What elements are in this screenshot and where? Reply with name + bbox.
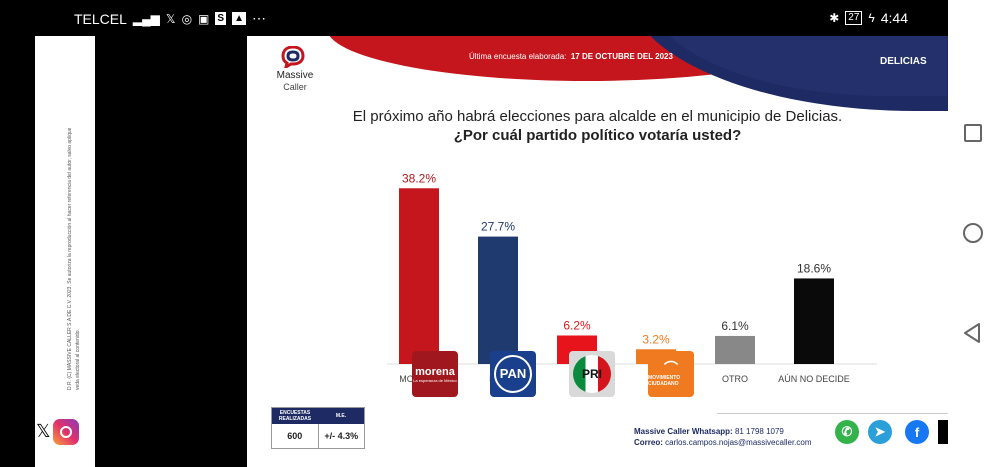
margin-value: +/- 4.3%: [324, 431, 359, 441]
back-button[interactable]: [961, 322, 983, 344]
data-label: 6.1%: [721, 319, 749, 333]
mc-bird-icon: ⌒: [664, 360, 678, 376]
image-app-icon: ▲: [232, 12, 246, 25]
whatsapp-line: Massive Caller Whatsapp: 81 1798 1079: [634, 426, 812, 437]
header-date-line: Última encuesta elaborada: 17 DE OCTUBRE…: [469, 52, 673, 61]
contact-info: Massive Caller Whatsapp: 81 1798 1079 Co…: [634, 426, 812, 448]
left-panel: [35, 36, 95, 467]
data-label: 6.2%: [563, 318, 591, 332]
data-label: 3.2%: [642, 332, 670, 346]
bar-a-n-no-decide: [794, 278, 834, 364]
morena-logo-text: morena: [415, 365, 455, 378]
question-line-2: ¿Por cuál partido político votaría usted…: [453, 127, 742, 144]
data-label: 27.7%: [481, 220, 515, 234]
home-button[interactable]: [963, 223, 983, 243]
signal-icon: ▂▄▆: [132, 11, 160, 26]
category-label: AÚN NO DECIDE: [778, 374, 850, 384]
recent-apps-button[interactable]: [964, 124, 982, 142]
pan-logo: PAN: [490, 351, 536, 397]
location-label: DELICIAS: [880, 56, 927, 67]
logo-chat-icon: [281, 46, 305, 68]
logo-text-massive: Massive: [276, 70, 314, 81]
left-black-band: [95, 36, 247, 467]
copyright-text: D.R. (C) MASSIVE CALLER S.A DE C.V. 2023…: [67, 127, 81, 390]
mc-logo-text: MOVIMIENTO CIUDADANO: [648, 375, 681, 387]
whatsapp-label: Massive Caller Whatsapp:: [634, 427, 733, 436]
instagram-icon: ◎: [181, 11, 193, 26]
clock: 4:44: [880, 10, 908, 26]
whatsapp-icon[interactable]: ✆: [835, 420, 859, 444]
mc-logo: ⌒ MOVIMIENTO CIUDADANO: [648, 351, 694, 397]
telegram-icon[interactable]: ➤: [868, 420, 892, 444]
android-nav-bar: [948, 0, 1000, 467]
charging-icon: ϟ: [868, 11, 875, 25]
email-line: Correo: carlos.campos.nojas@massivecalle…: [634, 437, 812, 448]
surveys-value: 600: [272, 424, 319, 448]
infographic-slide: Última encuesta elaborada: 17 DE OCTUBRE…: [247, 36, 948, 467]
left-edge: [0, 36, 35, 467]
party-logos-row: morena La esperanza de México PAN PRI ⌒ …: [247, 351, 948, 399]
carrier-label: TELCEL: [74, 10, 127, 27]
status-right: ✱ 27 ϟ 4:44: [829, 10, 908, 26]
x-partial-icon[interactable]: 𝕏: [36, 421, 51, 441]
copyright-notice: D.R. (C) MASSIVE CALLER S.A DE C.V. 2023…: [42, 120, 92, 400]
data-label: 38.2%: [402, 171, 436, 185]
bluetooth-icon: ✱: [829, 11, 840, 25]
s-app-icon: S: [215, 12, 227, 25]
category-label: OTRO: [722, 374, 748, 384]
email-label: Correo:: [634, 438, 663, 447]
pan-logo-text: PAN: [494, 355, 532, 393]
logo-text-caller: Caller: [283, 82, 307, 92]
morena-logo-subtext: La esperanza de México: [413, 377, 457, 383]
whatsapp-number: 81 1798 1079: [734, 427, 784, 436]
x-icon[interactable]: [938, 420, 948, 444]
data-label: 18.6%: [797, 261, 831, 275]
x-app-icon: 𝕏: [165, 11, 176, 26]
bar-morena: [399, 188, 439, 364]
footer-divider: [717, 413, 948, 414]
survey-table-header: ENCUESTAS REALIZADAS M.E.: [272, 408, 364, 424]
status-left: TELCEL ▂▄▆ 𝕏 ◎ ▣ S ▲ ⋯: [74, 10, 266, 27]
bar-otro: [715, 335, 755, 364]
email-address: carlos.campos.nojas@massivecaller.com: [665, 438, 812, 447]
pri-logo-text: PRI: [573, 355, 611, 393]
battery-icon: 27: [845, 11, 863, 25]
instagram-icon[interactable]: [53, 419, 79, 445]
survey-info-table: ENCUESTAS REALIZADAS M.E. 600 +/- 4.3%: [271, 407, 365, 449]
more-icon: ⋯: [251, 10, 266, 26]
header-label: Última encuesta elaborada:: [469, 52, 567, 61]
margin-header: M.E.: [335, 413, 347, 419]
notification-icon: ▣: [198, 11, 210, 26]
status-bar: TELCEL ▂▄▆ 𝕏 ◎ ▣ S ▲ ⋯ ✱ 27 ϟ 4:44: [0, 0, 948, 36]
morena-logo: morena La esperanza de México: [412, 351, 458, 397]
massive-caller-logo: Massive Caller: [273, 46, 313, 96]
header-date: 17 DE OCTUBRE DEL 2023: [570, 52, 673, 61]
pri-logo: PRI: [569, 351, 615, 397]
bar-pan: [478, 236, 518, 364]
surveys-header: ENCUESTAS REALIZADAS: [278, 410, 312, 422]
facebook-icon[interactable]: f: [905, 420, 929, 444]
survey-table-values: 600 +/- 4.3%: [272, 424, 364, 448]
question-line-1: El próximo año habrá elecciones para alc…: [352, 108, 843, 125]
